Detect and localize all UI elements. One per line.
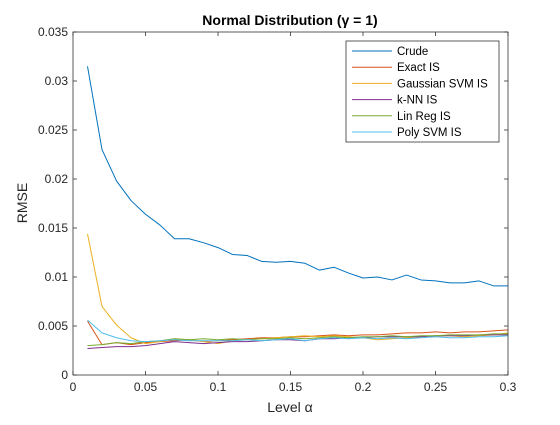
y-tick-label: 0.01 (45, 270, 69, 284)
legend-label-lin-reg-is: Lin Reg IS (397, 111, 451, 123)
legend-label-exact-is: Exact IS (397, 62, 440, 74)
legend-label-crude: Crude (397, 46, 428, 58)
x-tick-label: 0.2 (355, 380, 372, 394)
y-tick-label: 0 (61, 368, 68, 382)
y-tick-label: 0.02 (45, 172, 69, 186)
x-tick-label: 0 (70, 380, 77, 394)
x-tick-label: 0.3 (500, 380, 517, 394)
series-line-poly-svm-is (87, 319, 509, 343)
x-tick-label: 0.25 (424, 380, 448, 394)
series-line-crude (87, 66, 508, 287)
legend-label-gaussian-svm-is: Gaussian SVM IS (397, 78, 488, 90)
x-tick-label: 0.05 (134, 380, 158, 394)
legend-box (345, 40, 500, 143)
legend-items: Crude Exact IS Gaussian SVM IS k-NN IS Lin R… (352, 46, 488, 139)
x-axis-label: Level α (267, 399, 312, 415)
x-tick-label: 0.1 (210, 380, 227, 394)
legend: Crude Exact IS Gaussian SVM IS k-NN IS Lin R… (345, 40, 500, 143)
y-axis-label: RMSE (14, 183, 30, 223)
y-tick-label: 0.005 (38, 319, 68, 333)
y-tick-label: 0.03 (45, 74, 69, 88)
tick-layer: 0 0.05 0.1 0.15 0.2 0.25 0.3 0 0.005 0.01 0.015 0.0… (38, 25, 517, 394)
y-tick-label: 0.035 (38, 25, 68, 39)
y-tick-label: 0.015 (38, 221, 68, 235)
legend-label-k-nn-is: k-NN IS (397, 95, 438, 107)
legend-label-poly-svm-is: Poly SVM IS (397, 127, 462, 139)
y-tick-label: 0.025 (38, 123, 68, 137)
series-layer (87, 66, 509, 350)
x-tick-label: 0.15 (279, 380, 303, 394)
chart-title: Normal Distribution (γ = 1) (202, 12, 377, 28)
